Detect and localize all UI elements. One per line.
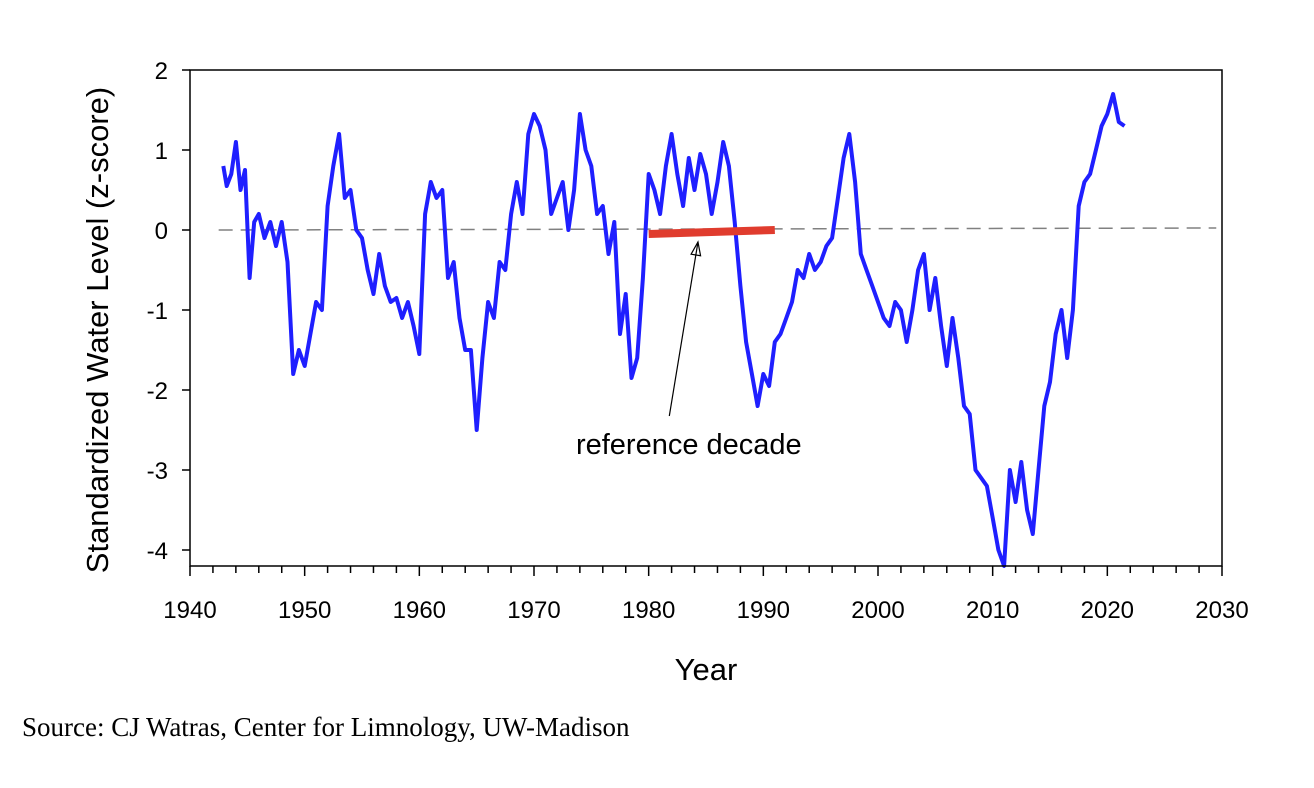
y-tick-label: -1 <box>147 298 168 325</box>
x-tick-label: 1990 <box>737 597 790 624</box>
y-axis-title: Standardized Water Level (z-score) <box>80 87 115 573</box>
x-tick-label: 1970 <box>507 597 560 624</box>
water-level-chart: -4 -3 -2 -1 0 1 2 1940 1950 1960 1970 1980 1990 2000… <box>80 58 1249 687</box>
x-tick-label: 2030 <box>1195 597 1248 624</box>
x-tick-label: 1940 <box>163 597 216 624</box>
y-tick-label: -2 <box>147 378 168 405</box>
zero-reference-line <box>218 227 1217 231</box>
x-axis-ticks: 1940 1950 1960 1970 1980 1990 2000 2010 2020 2030 <box>163 566 1249 624</box>
x-tick-label: 2020 <box>1081 597 1134 624</box>
x-tick-label: 2000 <box>851 597 904 624</box>
y-tick-label: 1 <box>155 138 168 165</box>
y-tick-label: 0 <box>155 218 168 245</box>
x-tick-label: 2010 <box>966 597 1019 624</box>
x-tick-label: 1960 <box>393 597 446 624</box>
plot-area-frame <box>189 69 1223 567</box>
y-tick-label: -3 <box>147 458 168 485</box>
y-tick-label: -4 <box>147 538 168 565</box>
reference-decade-bar <box>648 226 775 238</box>
x-tick-label: 1950 <box>278 597 331 624</box>
reference-decade-label: reference decade <box>576 429 802 461</box>
annotation-arrowhead <box>690 240 702 257</box>
source-credit: Source: CJ Watras, Center for Limnology,… <box>22 712 630 742</box>
y-axis-ticks: -4 -3 -2 -1 0 1 2 <box>147 58 190 565</box>
x-axis-title: Year <box>675 652 738 687</box>
y-tick-label: 2 <box>155 58 168 85</box>
annotation-arrow <box>668 241 699 417</box>
water-level-series-line <box>221 92 1126 568</box>
x-tick-label: 1980 <box>622 597 675 624</box>
